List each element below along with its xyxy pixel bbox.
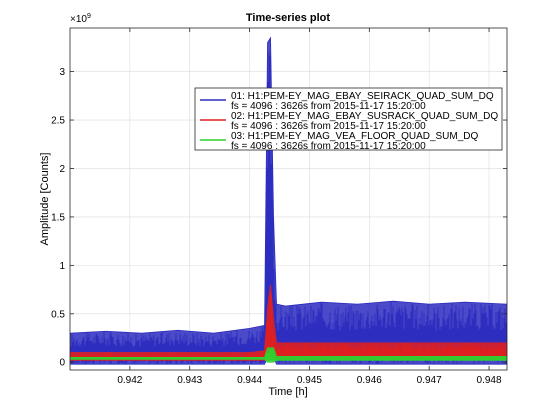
plot-frame [69,27,508,371]
y-tick-label-6: 3 [59,67,65,78]
y-exponent-label: ×109 [70,13,91,25]
y-tick-labels: 0 0.5 1 1.5 2 2.5 3 [51,67,65,369]
y-tick-label-1: 0.5 [51,309,65,320]
x-tick-label-3: 0.945 [297,375,322,386]
y-tick-label-2: 1 [59,261,65,272]
x-tick-labels: 0.942 0.943 0.944 0.945 0.946 0.947 0.948 [117,375,502,386]
series-3-noise [70,348,507,362]
series-3-trace [70,347,507,363]
x-tick-label-2: 0.944 [237,375,262,386]
ticks [70,28,507,370]
legend-name-3: 03: H1:PEM-EY_MAG_VEA_FLOOR_QUAD_SUM_DQ [231,131,479,142]
y-tick-label-4: 2 [59,164,65,175]
x-axis-label: Time [h] [268,386,307,398]
x-tick-label-5: 0.947 [417,375,442,386]
x-tick-label-1: 0.943 [177,375,202,386]
legend-name-1: 01: H1:PEM-EY_MAG_EBAY_SEIRACK_QUAD_SUM_… [231,91,494,102]
x-tick-label-4: 0.946 [357,375,382,386]
series-layer [70,36,507,365]
chart-title: Time-series plot [246,12,330,24]
y-tick-label-0: 0 [59,358,65,369]
legend-name-2: 02: H1:PEM-EY_MAG_EBAY_SUSRACK_QUAD_SUM_… [231,111,498,122]
y-tick-label-5: 2.5 [51,116,65,127]
legend: 01: H1:PEM-EY_MAG_EBAY_SEIRACK_QUAD_SUM_… [194,87,503,152]
legend-box [194,87,503,151]
y-tick-label-3: 1.5 [51,212,65,223]
series-2-trace [70,284,507,361]
legend-subtitle-1: fs = 4096 : 3626s from 2015-11-17 15:20:… [231,101,426,112]
y-axis-label: Amplitude [Counts] [39,153,51,246]
x-tick-label-6: 0.948 [477,375,502,386]
legend-subtitle-3: fs = 4096 : 3626s from 2015-11-17 15:20:… [231,141,426,152]
x-tick-label-0: 0.942 [117,375,142,386]
legend-subtitle-2: fs = 4096 : 3626s from 2015-11-17 15:20:… [231,121,426,132]
